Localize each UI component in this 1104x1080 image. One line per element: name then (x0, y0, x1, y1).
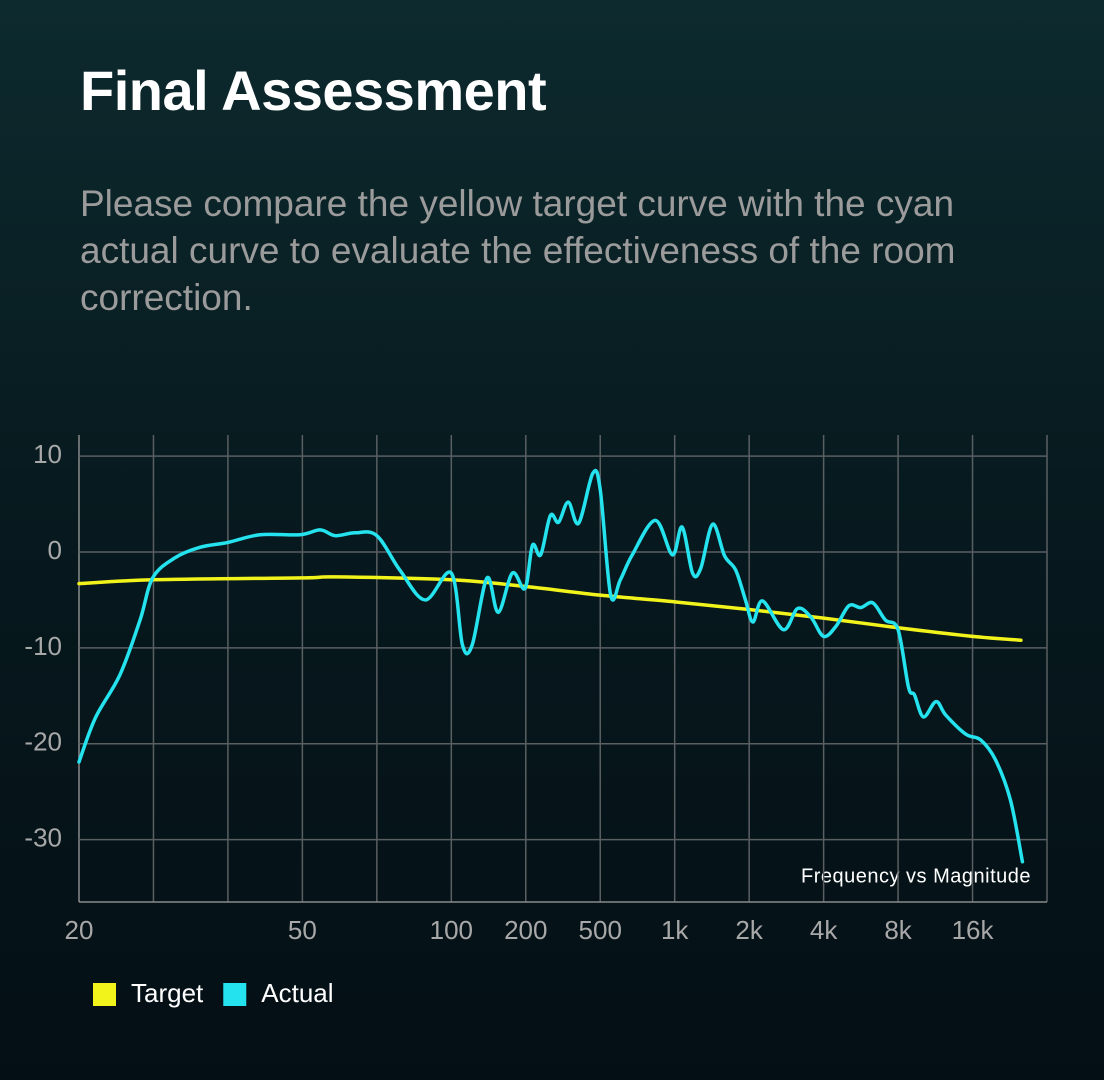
x-tick-label: 500 (579, 915, 622, 945)
x-tick-label: 8k (884, 915, 912, 945)
x-tick-label: 100 (430, 915, 473, 945)
legend-swatch (93, 983, 116, 1006)
x-tick-label: 20 (65, 915, 94, 945)
legend-label: Target (131, 978, 204, 1008)
series-line (77, 468, 1025, 864)
x-tick-label: 200 (504, 915, 547, 945)
y-tick-label: 0 (48, 535, 62, 565)
y-tick-label: 10 (33, 439, 62, 469)
y-tick-label: -10 (24, 631, 62, 661)
x-tick-label: 50 (288, 915, 317, 945)
series-line (77, 575, 1023, 642)
title: Final Assessment (80, 59, 547, 122)
x-tick-label: 1k (661, 915, 689, 945)
y-tick-label: -20 (24, 727, 62, 757)
grid (78, 435, 1048, 903)
y-tick-label: -30 (24, 823, 62, 853)
legend-label: Actual (261, 978, 333, 1008)
legend-swatch (223, 983, 247, 1006)
x-tick-label: 4k (810, 915, 838, 945)
annotation: Frequency vs Magnitude (801, 865, 1031, 887)
x-tick-label: 2k (735, 915, 763, 945)
x-tick-label: 16k (952, 915, 995, 945)
subtitle: Please compare the yellow target curve w… (80, 183, 956, 318)
